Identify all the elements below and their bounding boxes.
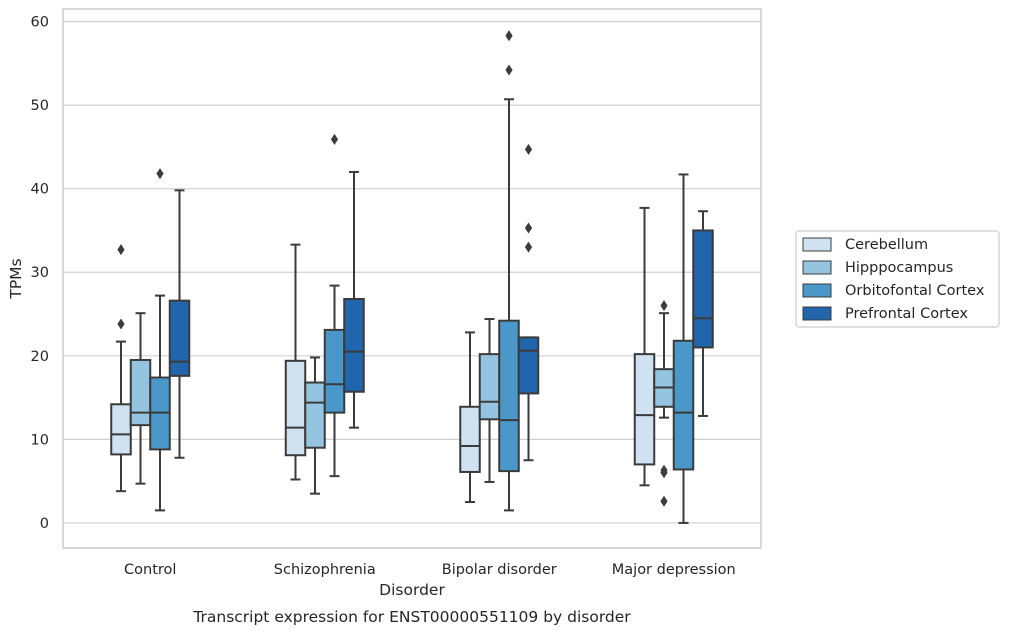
y-axis-label: TPMs — [7, 258, 25, 299]
box-hipppocampus — [304, 356, 326, 495]
outlier-point — [524, 241, 533, 253]
outlier-point — [660, 495, 668, 507]
box-prefrontal-cortex — [692, 210, 714, 417]
figure-caption: Transcript expression for ENST0000055110… — [192, 608, 631, 626]
box-iqr — [284, 359, 307, 457]
box-hipppocampus — [653, 300, 675, 507]
outlier-point — [524, 222, 533, 234]
y-tick-label: 40 — [31, 182, 49, 198]
legend-label: Orbitofontal Cortex — [845, 283, 985, 299]
box-cerebellum — [633, 206, 656, 487]
legend-label: Prefrontal Cortex — [845, 306, 968, 322]
box-series — [110, 30, 714, 524]
box-iqr — [168, 299, 191, 377]
y-tick-label: 60 — [31, 15, 49, 31]
box-prefrontal-cortex — [517, 143, 540, 462]
outlier-point — [330, 133, 339, 145]
outlier-point — [505, 64, 513, 76]
outlier-point — [505, 30, 513, 42]
legend-swatch — [802, 260, 832, 275]
legend-label: Hipppocampus — [845, 260, 953, 276]
legend-box — [795, 230, 1000, 328]
box-iqr — [517, 336, 540, 395]
x-tick-label: Bipolar disorder — [442, 562, 557, 578]
box-iqr — [304, 381, 326, 449]
box-iqr — [498, 319, 520, 473]
y-tick-label: 10 — [31, 432, 49, 448]
box-iqr — [633, 353, 656, 466]
legend-swatch — [802, 283, 832, 298]
x-axis-label: Disorder — [379, 581, 445, 599]
outlier-point — [524, 143, 533, 155]
x-axis-ticks: Control Schizophrenia Bipolar disorder Majo… — [124, 562, 736, 578]
box-iqr — [692, 229, 714, 349]
box-iqr — [459, 405, 481, 473]
box-cerebellum — [284, 243, 307, 481]
box-prefrontal-cortex — [168, 189, 191, 459]
y-tick-label: 50 — [31, 98, 49, 114]
box-iqr — [110, 403, 132, 456]
y-tick-label: 20 — [31, 349, 49, 365]
outlier-point — [156, 168, 164, 180]
outlier-point — [117, 318, 125, 330]
y-tick-label: 0 — [40, 516, 49, 532]
outlier-point — [660, 464, 668, 476]
plot-frame — [62, 8, 762, 549]
legend-swatch — [802, 306, 832, 321]
box-hipppocampus — [478, 318, 501, 483]
box-orbitofontal-cortex — [672, 173, 695, 524]
box-orbitofontal-cortex — [323, 133, 346, 478]
outlier-point — [660, 300, 668, 312]
y-tick-label: 30 — [31, 265, 49, 281]
outlier-point — [117, 244, 125, 256]
box-cerebellum — [459, 331, 481, 504]
legend-label: Cerebellum — [845, 237, 928, 253]
box-prefrontal-cortex — [343, 170, 365, 429]
box-orbitofontal-cortex — [149, 168, 171, 512]
x-tick-label: Major depression — [612, 562, 736, 578]
box-orbitofontal-cortex — [498, 30, 520, 512]
box-cerebellum — [110, 244, 132, 493]
legend: Cerebellum Hipppocampus Orbitofontal Corte… — [795, 230, 1000, 328]
box-iqr — [323, 328, 346, 414]
x-tick-label: Control — [124, 562, 176, 578]
x-tick-label: Schizophrenia — [274, 562, 376, 578]
box-iqr — [478, 353, 501, 421]
legend-swatch — [802, 237, 832, 252]
y-axis-ticks: 0 10 20 30 40 50 60 — [31, 15, 49, 532]
box-iqr — [129, 358, 152, 427]
box-iqr — [343, 297, 365, 393]
box-iqr — [672, 339, 695, 471]
box-hipppocampus — [129, 312, 152, 485]
